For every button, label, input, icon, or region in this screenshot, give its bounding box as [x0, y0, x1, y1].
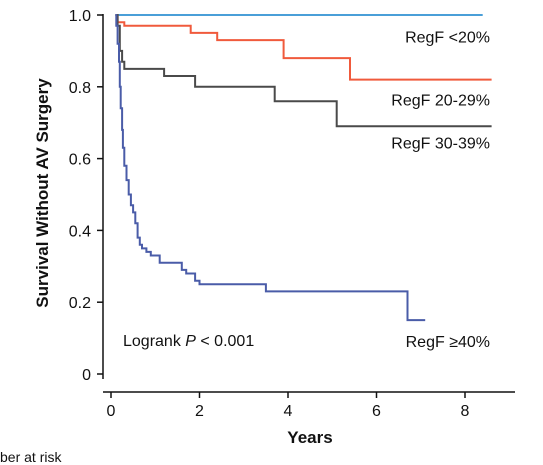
y-axis: 0 0.2 0.4 0.6 0.8 1.0 — [69, 8, 104, 384]
series-line-1 — [115, 14, 492, 81]
x-axis-title: Years — [287, 428, 332, 447]
series-label-0: RegF <20% — [405, 30, 490, 47]
y-tick-label: 1.0 — [69, 8, 91, 25]
series-line-3 — [115, 14, 426, 322]
series-label-1: RegF 20-29% — [391, 92, 490, 109]
x-tick-label: 0 — [107, 403, 116, 420]
series-label-2: RegF 30-39% — [391, 135, 490, 152]
logrank-p-symbol: P — [185, 333, 196, 350]
y-tick-label: 0.6 — [69, 152, 91, 169]
logrank-suffix: < 0.001 — [196, 333, 254, 350]
series-label-3: RegF ≥40% — [406, 334, 490, 351]
y-tick-label: 0.2 — [69, 295, 91, 312]
series-lines — [115, 14, 492, 322]
y-tick-label: 0.8 — [69, 80, 91, 97]
series-labels: RegF <20% RegF 20-29% RegF 30-39% RegF ≥40% — [391, 30, 490, 351]
number-at-risk-cropped-label: ber at risk — [0, 449, 62, 465]
x-tick-label: 6 — [372, 403, 381, 420]
x-tick-label: 4 — [284, 403, 293, 420]
logrank-prefix: Logrank — [123, 333, 185, 350]
y-tick-label: 0 — [82, 367, 91, 384]
x-tick-label: 8 — [461, 403, 470, 420]
x-tick-label: 2 — [195, 403, 204, 420]
y-ticks: 0 0.2 0.4 0.6 0.8 1.0 — [69, 8, 103, 384]
y-tick-label: 0.4 — [69, 223, 91, 240]
series-line-2 — [115, 14, 492, 128]
x-axis: 0 2 4 6 8 — [103, 391, 515, 420]
y-axis-title: Survival Without AV Surgery — [33, 78, 52, 308]
x-ticks: 0 2 4 6 8 — [107, 392, 470, 420]
logrank-annotation: Logrank P < 0.001 — [123, 333, 254, 350]
